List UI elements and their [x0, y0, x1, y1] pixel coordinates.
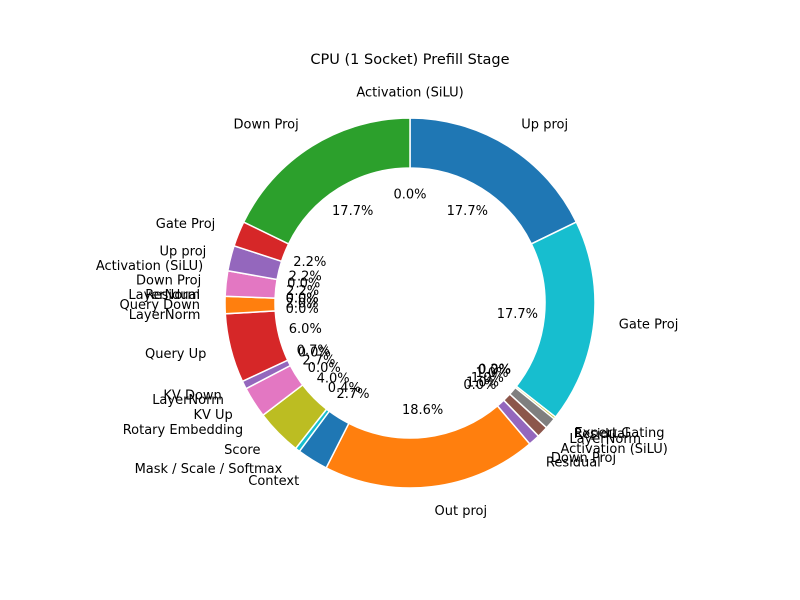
slice-percent-1: 17.7%	[447, 204, 488, 219]
slice-percent-14: 2.7%	[302, 354, 335, 369]
slice-percent-2: 17.7%	[497, 307, 538, 322]
slice-label-8: Residual	[546, 456, 601, 471]
slice-percent-23: 0.0%	[287, 277, 320, 292]
slice-9	[325, 404, 531, 489]
slice-label-14: KV Up	[193, 408, 232, 423]
slice-label-22: Down Proj	[136, 273, 201, 288]
slice-label-15: LayerNorm	[152, 393, 224, 408]
slice-label-12: Score	[224, 443, 260, 458]
slice-label-2: Gate Proj	[619, 318, 679, 333]
slice-percent-10: 2.7%	[336, 387, 369, 402]
slice-percent-0: 0.0%	[393, 188, 426, 203]
slice-percent-22: 2.2%	[286, 284, 319, 299]
slice-label-26: Down Proj	[233, 117, 298, 132]
slice-percent-13: 0.0%	[308, 361, 341, 376]
slice-percent-21: 0.0%	[286, 292, 319, 307]
slice-percent-4: 0.0%	[478, 363, 511, 378]
slice-percent-25: 2.2%	[293, 255, 326, 270]
slice-label-10: Context	[248, 474, 299, 489]
slice-percent-9: 18.6%	[402, 403, 443, 418]
slice-label-20: Residual	[145, 288, 200, 303]
slice-label-4: Residual	[574, 427, 629, 442]
slice-percent-24: 2.2%	[289, 269, 322, 284]
percent-labels-group: 0.0%17.7%17.7%0.2%0.0%1.0%1.0%1.0%0.0%18…	[285, 188, 538, 418]
slices-group	[224, 117, 596, 489]
slice-percent-15: 0.0%	[298, 346, 331, 361]
slice-1	[409, 117, 578, 245]
slice-percent-12: 4.0%	[317, 371, 350, 386]
slice-label-5: LayerNorm	[569, 432, 641, 447]
slice-percent-18: 0.0%	[286, 302, 319, 317]
slice-percent-5: 1.0%	[475, 366, 508, 381]
slice-label-6: Activation (SiLU)	[561, 442, 668, 457]
slice-label-18: LayerNorm	[129, 308, 201, 323]
slice-percent-11: 0.4%	[328, 381, 361, 396]
slice-label-19: Query Down	[120, 298, 200, 313]
slice-label-24: Up proj	[160, 245, 207, 260]
slice-percent-7: 1.0%	[466, 376, 499, 391]
slice-label-1: Up proj	[521, 117, 568, 132]
slice-label-7: Down Proj	[551, 451, 616, 466]
slice-percent-6: 1.0%	[471, 371, 504, 386]
slice-percent-3: 0.2%	[478, 363, 511, 378]
slice-26	[242, 117, 411, 245]
slice-label-0: Activation (SiLU)	[356, 86, 463, 101]
slice-label-3: Expert Gating	[575, 426, 665, 441]
slice-label-13: Rotary Embedding	[123, 423, 243, 438]
slice-label-9: Out proj	[435, 504, 488, 519]
slice-percent-8: 0.0%	[463, 378, 496, 393]
chart-title: CPU (1 Socket) Prefill Stage	[310, 52, 509, 68]
slice-percent-26: 17.7%	[332, 204, 373, 219]
slice-label-25: Gate Proj	[156, 217, 216, 232]
slice-label-11: Mask / Scale / Softmax	[135, 462, 283, 477]
slice-percent-17: 6.0%	[289, 322, 322, 337]
slice-percent-20: 0.0%	[286, 292, 319, 307]
slice-label-23: Activation (SiLU)	[96, 259, 203, 274]
slice-label-16: KV Down	[163, 389, 221, 404]
slice-19	[224, 295, 277, 315]
slice-percent-16: 0.7%	[297, 343, 330, 358]
slice-percent-19: 2.0%	[285, 297, 318, 312]
slice-label-21: LayerNorm	[128, 288, 200, 303]
slice-label-17: Query Up	[145, 347, 206, 362]
